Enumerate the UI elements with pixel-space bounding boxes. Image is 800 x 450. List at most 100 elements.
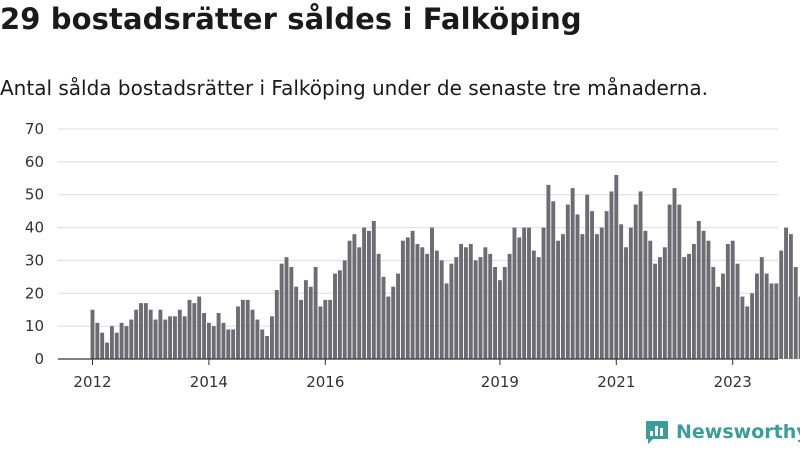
bar	[527, 227, 531, 359]
y-tick-label-70: 70	[25, 120, 44, 138]
bar	[420, 247, 425, 359]
bar	[648, 240, 653, 359]
bar	[721, 273, 725, 359]
bar	[211, 326, 216, 359]
bar	[769, 283, 774, 359]
bar	[590, 211, 594, 359]
bar	[197, 296, 202, 359]
bar	[318, 306, 323, 359]
bar	[260, 329, 265, 359]
x-tick-label-2019: 2019	[481, 373, 519, 391]
y-tick-label-40: 40	[25, 219, 44, 237]
bar	[716, 286, 721, 359]
bar	[100, 332, 105, 359]
bar	[740, 296, 745, 359]
bar	[187, 299, 192, 359]
x-axis-ticks: 2012201420162019202120232025	[73, 359, 752, 391]
bar	[745, 306, 750, 359]
bar	[352, 234, 357, 359]
x-tick-label-2012: 2012	[73, 373, 111, 391]
y-tick-label-60: 60	[25, 153, 44, 171]
bar	[231, 329, 236, 359]
bar	[250, 309, 255, 359]
bar	[313, 267, 318, 359]
bar	[425, 253, 430, 359]
bar	[284, 257, 289, 359]
bar	[750, 293, 755, 359]
bar	[265, 336, 270, 359]
bar	[609, 191, 614, 359]
bar	[342, 260, 347, 359]
bar	[575, 214, 580, 359]
bar	[105, 342, 109, 359]
bar	[337, 270, 342, 359]
bar	[124, 326, 129, 359]
bar	[798, 296, 800, 359]
page-title: 29 bostadsrätter såldes i Falköping	[0, 2, 582, 36]
bar	[774, 283, 779, 359]
bar	[711, 267, 716, 359]
bar	[270, 316, 274, 359]
bar	[546, 184, 551, 359]
bar	[386, 296, 391, 359]
bar	[400, 240, 405, 359]
bar	[177, 309, 182, 359]
bar	[633, 204, 638, 359]
bar	[468, 244, 473, 359]
bar	[410, 230, 415, 359]
bar	[478, 257, 483, 359]
bar	[405, 237, 410, 359]
bar	[662, 247, 667, 359]
bar	[551, 201, 556, 359]
y-tick-label-20: 20	[25, 284, 44, 302]
x-tick-label-2023: 2023	[714, 373, 752, 391]
bar	[580, 234, 585, 359]
bar	[667, 204, 672, 359]
bar	[289, 267, 294, 359]
bar	[502, 267, 507, 359]
bar	[473, 260, 478, 359]
bar	[682, 257, 687, 359]
bar	[779, 250, 784, 359]
bar	[279, 263, 284, 359]
bar	[594, 234, 599, 359]
bar	[483, 247, 488, 359]
bar	[701, 230, 706, 359]
bar	[255, 319, 260, 359]
bar	[759, 257, 764, 359]
bar	[730, 240, 735, 359]
bar	[357, 247, 362, 359]
page-subtitle: Antal sålda bostadsrätter i Falköping un…	[0, 76, 708, 100]
bar	[192, 303, 197, 359]
bar	[415, 244, 420, 359]
bar	[464, 247, 468, 359]
bar	[206, 322, 211, 359]
bar	[114, 332, 119, 359]
y-tick-label-50: 50	[25, 186, 44, 204]
bar	[658, 257, 662, 359]
bar	[619, 224, 624, 359]
bar	[240, 299, 245, 359]
bar	[245, 299, 250, 359]
x-tick-label-2021: 2021	[597, 373, 635, 391]
bar	[158, 309, 163, 359]
bar	[764, 273, 769, 359]
bar	[493, 267, 497, 359]
bar	[677, 204, 682, 359]
bar	[371, 221, 376, 359]
bar	[139, 303, 143, 359]
bar	[444, 283, 449, 359]
bar	[148, 309, 153, 359]
bar	[628, 227, 633, 359]
bar	[624, 247, 628, 359]
bar	[561, 234, 565, 359]
bar	[788, 234, 793, 359]
bar	[522, 227, 527, 359]
bar	[531, 250, 536, 359]
bar	[173, 316, 177, 359]
x-tick-label-2016: 2016	[306, 373, 344, 391]
bar	[434, 250, 439, 359]
bar	[556, 240, 561, 359]
bar	[221, 322, 226, 359]
